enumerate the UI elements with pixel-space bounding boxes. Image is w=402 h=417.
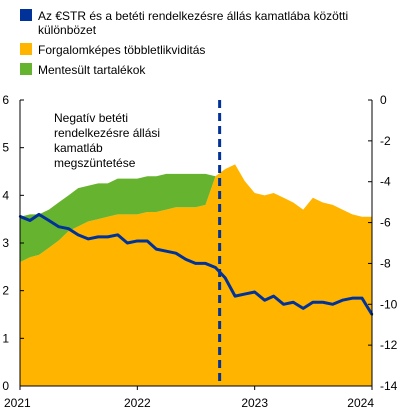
legend-label-spread-2: különbözet: [38, 23, 97, 37]
y-left-tick-label-2: 2: [2, 284, 9, 298]
y-left-tick-label-3: 3: [2, 236, 9, 250]
legend-label-spread-1: Az €STR és a betéti rendelkezésre állás …: [38, 9, 348, 23]
x-tick-label-0: 2021: [4, 396, 31, 410]
point-spread-24: [253, 290, 256, 294]
point-spread-6: [76, 233, 80, 237]
point-spread-25: [263, 299, 266, 302]
point-spread-14: [155, 247, 158, 251]
point-spread-19: [204, 262, 207, 265]
point-spread-12: [136, 239, 139, 243]
point-spread-27: [282, 303, 285, 306]
y-left-tick-label-0: 0: [2, 379, 9, 393]
point-spread-28: [292, 301, 295, 304]
area-exempt-reserves: [20, 173, 220, 263]
y-right-tick-label-7: -14: [380, 379, 398, 393]
point-spread-18: [194, 262, 197, 265]
legend-label-exempt-reserves: Mentesült tartalékok: [38, 63, 146, 77]
y-right-tick-label-1: -2: [380, 134, 391, 148]
axes-layer: 0 1 2 3 4 5 6 0 -2 -4 -6 -8 -10 -12 -14 2021 2022 2023 202…: [2, 93, 397, 410]
y-left-tick-label-6: 6: [2, 93, 9, 107]
point-spread-34: [351, 296, 354, 300]
annotation-text-line-0: Negatív betéti: [54, 111, 128, 125]
y-right-tick-label-0: 0: [380, 93, 387, 107]
point-spread-20: [214, 266, 217, 269]
point-spread-13: [146, 239, 149, 243]
y-right-tick-label-4: -8: [380, 256, 391, 270]
legend-swatch-exempt-reserves: [20, 63, 32, 75]
point-spread-22: [233, 294, 237, 298]
annotation-text-line-2: kamatláb: [54, 141, 103, 155]
legend-swatch-spread: [20, 9, 32, 21]
point-spread-30: [311, 301, 315, 304]
x-tick-label-3: 2024: [347, 396, 374, 410]
point-spread-2: [37, 213, 41, 216]
point-spread-31: [321, 301, 325, 304]
point-spread-4: [57, 225, 60, 228]
point-spread-10: [116, 233, 119, 237]
point-spread-17: [184, 258, 188, 261]
point-spread-1: [28, 219, 32, 222]
y-right-tick-label-5: -10: [380, 297, 398, 311]
point-spread-26: [272, 294, 275, 298]
point-spread-32: [331, 303, 334, 306]
point-spread-7: [86, 237, 90, 241]
point-spread-11: [126, 241, 129, 245]
annotation-text-line-1: rendelkezésre állási: [54, 126, 160, 140]
point-spread-29: [302, 307, 305, 310]
point-spread-5: [67, 227, 70, 230]
point-spread-33: [341, 299, 344, 302]
legend-swatch-excess-liquidity: [20, 43, 32, 55]
y-left-tick-label-1: 1: [2, 331, 9, 345]
point-spread-15: [165, 249, 168, 253]
annotation-text-line-3: megszüntetése: [54, 156, 136, 170]
area-layer: [20, 164, 372, 386]
x-tick-label-1: 2022: [124, 396, 151, 410]
point-spread-35: [360, 296, 364, 300]
line-layer: [18, 212, 374, 316]
point-spread-21: [223, 276, 227, 279]
y-left-tick-label-5: 5: [2, 141, 9, 155]
point-spread-23: [243, 292, 246, 296]
point-spread-9: [106, 235, 109, 239]
y-right-tick-label-6: -12: [380, 338, 398, 352]
area-excess-liquidity: [20, 164, 372, 386]
point-spread-16: [174, 252, 178, 255]
y-right-tick-label-2: -4: [380, 175, 391, 189]
legend: Az €STR és a betéti rendelkezésre állás …: [20, 9, 348, 77]
point-spread-3: [47, 219, 51, 222]
point-spread-8: [96, 235, 100, 239]
x-tick-label-2: 2023: [241, 396, 268, 410]
y-left-tick-label-4: 4: [2, 188, 9, 202]
y-right-tick-label-3: -6: [380, 216, 391, 230]
legend-label-excess-liquidity: Forgalomképes többletlikviditás: [38, 43, 205, 57]
